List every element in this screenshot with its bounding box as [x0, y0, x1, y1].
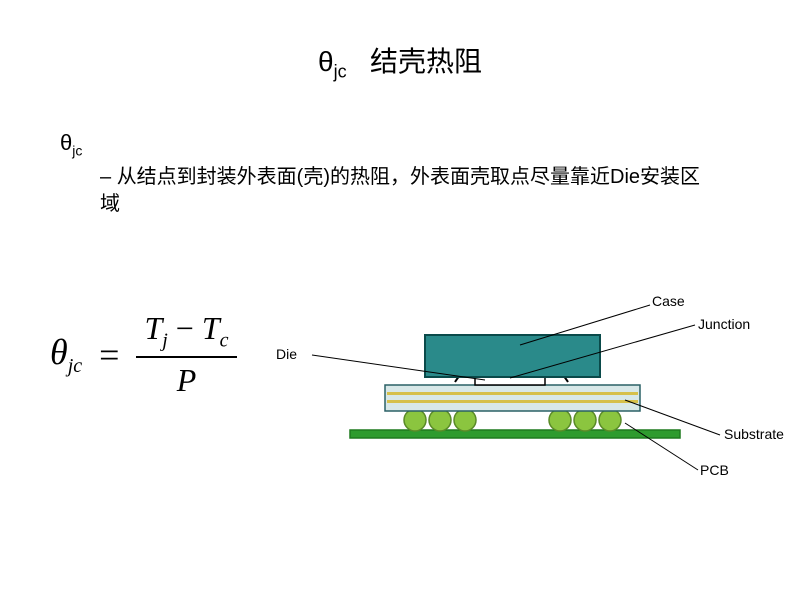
bullet-text: 从结点到封装外表面(壳)的热阻，外表面壳取点尽量靠近Die安装区域 [100, 166, 700, 215]
label-die: Die [276, 346, 297, 362]
bullet-subscript: jc [72, 142, 82, 158]
title-text: 结壳热阻 [370, 46, 482, 77]
num-T2-sub: c [220, 329, 229, 351]
label-pcb: PCB [700, 462, 729, 478]
formula-numerator: Tj − Tc [136, 310, 236, 358]
formula-lhs: θjc [50, 331, 82, 378]
formula-denominator: P [136, 358, 236, 399]
formula-theta: θ [50, 332, 68, 372]
title-subscript: jc [334, 62, 347, 82]
page-title: θjc 结壳热阻 [0, 0, 800, 83]
formula-theta-sub: jc [68, 355, 82, 377]
bullet-head: θjc [60, 130, 720, 158]
bullet-body: – 从结点到封装外表面(壳)的热阻，外表面壳取点尽量靠近Die安装区域 [100, 164, 720, 218]
formula-equals: = [99, 334, 119, 376]
num-T2: T [202, 310, 220, 346]
formula-fraction: Tj − Tc P [136, 310, 236, 399]
label-case: Case [652, 293, 685, 309]
num-T1: T [144, 310, 162, 346]
num-minus: − [176, 310, 194, 346]
bullet-symbol: θ [60, 130, 72, 155]
label-substrate: Substrate [724, 426, 784, 442]
bullet-section: θjc – 从结点到封装外表面(壳)的热阻，外表面壳取点尽量靠近Die安装区域 [60, 130, 720, 218]
num-T1-sub: j [162, 329, 168, 351]
diagram-svg [300, 260, 780, 520]
package-diagram: Case Junction Die Substrate PCB [300, 260, 780, 520]
label-junction: Junction [698, 316, 750, 332]
formula: θjc = Tj − Tc P [50, 310, 237, 399]
bullet-dash: – [100, 166, 111, 188]
title-symbol: θ [318, 46, 334, 77]
